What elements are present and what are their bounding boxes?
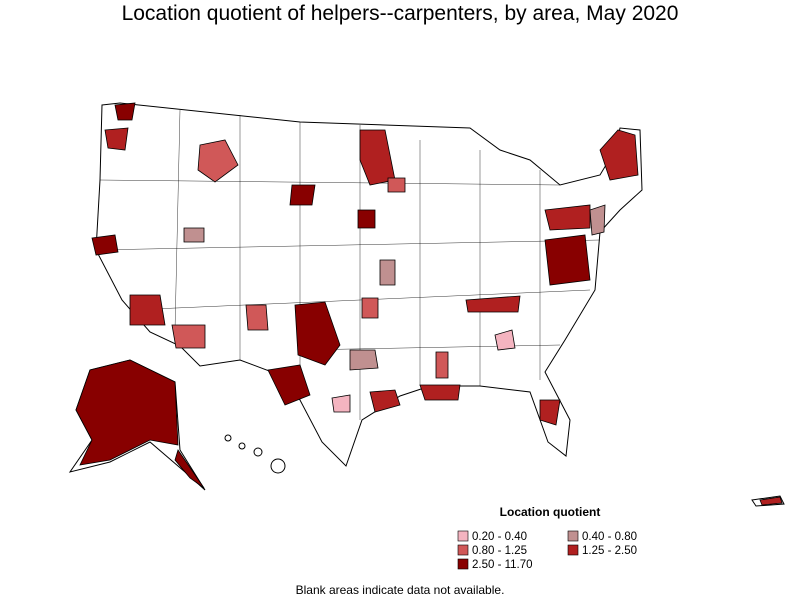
area bbox=[104, 127, 129, 151]
legend-swatch bbox=[567, 530, 579, 542]
area bbox=[379, 259, 396, 286]
legend-swatch bbox=[457, 544, 469, 556]
legend-label: 2.50 - 11.70 bbox=[472, 559, 533, 571]
area bbox=[465, 295, 521, 313]
area bbox=[91, 234, 119, 256]
area bbox=[494, 329, 516, 351]
area bbox=[197, 139, 239, 183]
map bbox=[68, 102, 785, 507]
area bbox=[289, 184, 316, 206]
footnote: Blank areas indicate data not available. bbox=[296, 583, 505, 597]
area bbox=[387, 177, 406, 193]
area-alaska bbox=[75, 359, 179, 466]
legend: 0.20 - 0.40 0.40 - 0.80 0.80 - 1.25 1.25 - … bbox=[457, 530, 637, 571]
legend-label: 0.40 - 0.80 bbox=[582, 531, 637, 543]
area-alaska-se bbox=[174, 449, 205, 489]
legend-swatch bbox=[457, 530, 469, 542]
area bbox=[589, 204, 606, 236]
area bbox=[359, 129, 396, 186]
legend-label: 0.20 - 0.40 bbox=[472, 531, 527, 543]
shaded-areas bbox=[75, 102, 783, 506]
area bbox=[129, 294, 166, 326]
area bbox=[171, 324, 206, 349]
area bbox=[361, 297, 379, 319]
area bbox=[114, 102, 136, 121]
legend-swatch bbox=[457, 558, 469, 570]
map-title: Location quotient of helpers--carpenters… bbox=[122, 2, 679, 25]
area bbox=[294, 301, 341, 366]
area bbox=[183, 227, 205, 243]
area bbox=[435, 351, 449, 379]
area bbox=[544, 234, 591, 286]
area bbox=[349, 349, 379, 371]
area bbox=[599, 129, 639, 181]
area bbox=[245, 304, 269, 331]
area bbox=[331, 394, 351, 413]
legend-title: Location quotient bbox=[500, 505, 601, 519]
legend-label: 0.80 - 1.25 bbox=[472, 545, 527, 557]
area bbox=[357, 209, 376, 229]
area bbox=[544, 204, 591, 231]
area-borders bbox=[95, 109, 601, 420]
legend-label: 1.25 - 2.50 bbox=[582, 545, 637, 557]
area-puerto-rico bbox=[759, 496, 783, 506]
area bbox=[369, 389, 401, 413]
hawaii bbox=[224, 434, 286, 474]
legend-swatch bbox=[567, 544, 579, 556]
area bbox=[419, 384, 461, 401]
area bbox=[267, 364, 311, 406]
area bbox=[539, 399, 561, 426]
